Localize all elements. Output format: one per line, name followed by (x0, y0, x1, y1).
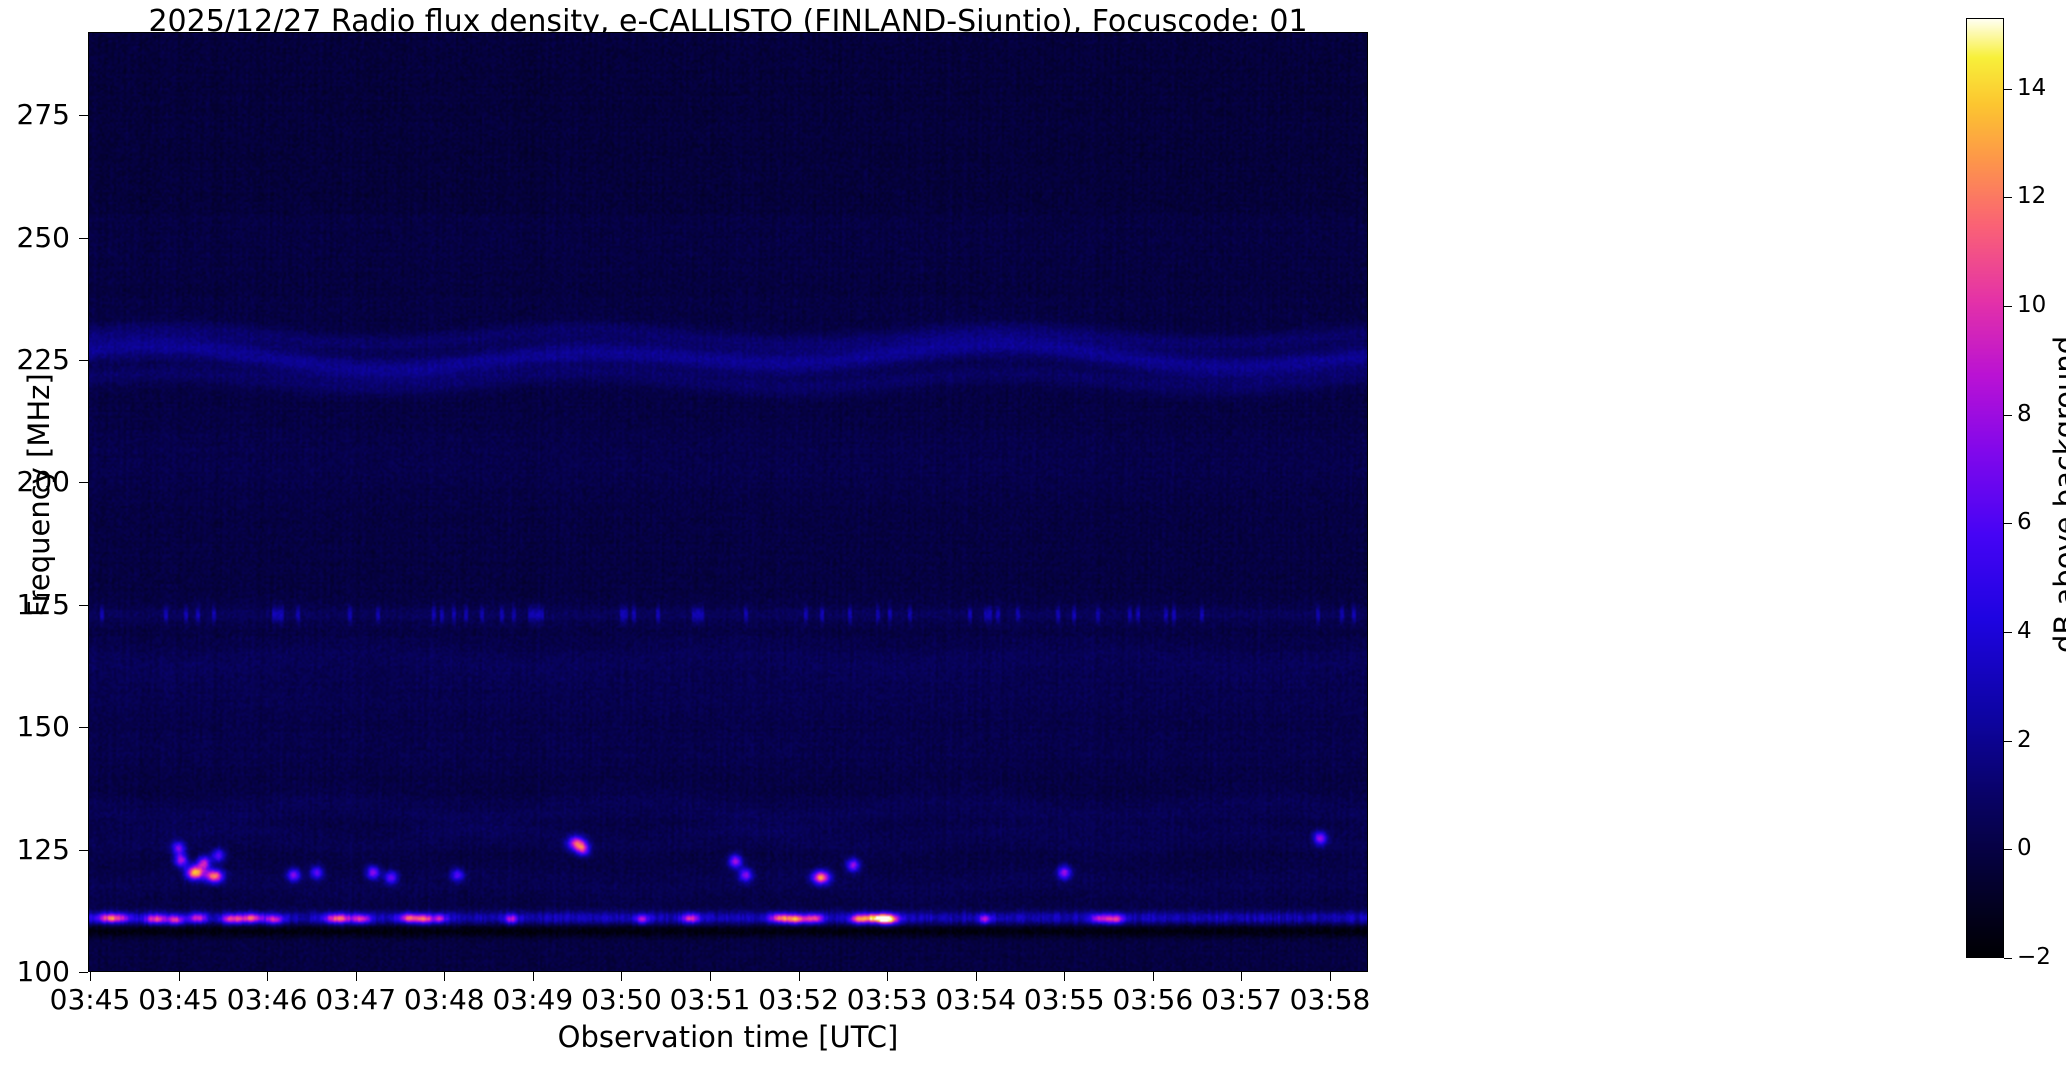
colorbar-label: dB above background (2048, 335, 2066, 653)
colorbar-tick-label: 0 (2017, 835, 2032, 862)
y-tick-mark (79, 972, 88, 973)
x-tick-label: 03:49 (492, 983, 574, 1016)
x-tick-mark (178, 972, 180, 981)
x-tick-mark (1064, 972, 1066, 981)
x-axis-label: Observation time [UTC] (557, 1020, 899, 1054)
colorbar-tick-mark (2004, 197, 2012, 199)
colorbar-tick-mark (2004, 958, 2012, 959)
x-tick-mark (444, 972, 446, 981)
x-tick-mark (1241, 972, 1243, 981)
x-tick-mark (532, 972, 534, 981)
x-tick-label: 03:53 (846, 983, 928, 1016)
y-tick-mark (79, 482, 88, 484)
colorbar-tick-mark (2004, 305, 2012, 307)
x-tick-label: 03:45 (138, 983, 219, 1016)
spectrogram-axes (88, 32, 1368, 972)
x-tick-mark (798, 972, 800, 981)
colorbar-tick-label: 8 (2017, 400, 2032, 427)
x-tick-label: 03:52 (758, 983, 839, 1016)
x-tick-label: 03:48 (403, 983, 485, 1016)
y-tick-label: 150 (16, 710, 70, 744)
y-tick-label: 275 (16, 98, 70, 132)
colorbar-tick-label: −2 (2017, 944, 2051, 970)
x-tick-label: 03:45 (49, 983, 131, 1016)
x-tick-label: 03:57 (1201, 983, 1282, 1016)
x-tick-label: 03:58 (1289, 983, 1371, 1016)
colorbar-tick-mark (2004, 631, 2012, 633)
y-tick-label: 100 (16, 955, 70, 988)
y-tick-label: 175 (16, 587, 70, 621)
x-tick-mark (621, 972, 623, 981)
colorbar-gradient (1967, 19, 2003, 957)
x-tick-mark (887, 972, 889, 981)
x-tick-label: 03:50 (581, 983, 662, 1016)
colorbar-tick-label: 14 (2017, 74, 2047, 101)
x-tick-mark (267, 972, 269, 981)
colorbar (1966, 18, 2004, 958)
y-tick-label: 125 (16, 832, 70, 866)
y-tick-label: 225 (16, 343, 70, 377)
y-tick-mark (79, 237, 88, 239)
colorbar-tick-label: 12 (2017, 183, 2047, 210)
x-tick-mark (355, 972, 357, 981)
x-tick-mark (90, 972, 91, 981)
colorbar-tick-label: 10 (2017, 291, 2047, 318)
x-tick-label: 03:55 (1023, 983, 1105, 1016)
y-tick-label: 250 (16, 220, 70, 254)
colorbar-tick-label: 6 (2017, 509, 2032, 536)
spectrogram-image (88, 32, 1368, 972)
y-tick-mark (79, 727, 88, 729)
x-tick-label: 03:46 (226, 983, 308, 1016)
y-tick-mark (79, 360, 88, 362)
colorbar-tick-mark (2004, 740, 2012, 742)
y-tick-mark (79, 849, 88, 851)
colorbar-tick-mark (2004, 88, 2012, 90)
y-tick-label: 200 (16, 465, 70, 499)
x-tick-label: 03:47 (315, 983, 397, 1016)
x-tick-mark (975, 972, 977, 981)
x-tick-mark (1152, 972, 1154, 981)
x-tick-label: 03:54 (935, 983, 1017, 1016)
x-tick-mark (1330, 972, 1331, 981)
y-axis-label: Frequency [MHz] (22, 373, 56, 617)
colorbar-tick-mark (2004, 414, 2012, 416)
colorbar-tick-label: 4 (2017, 617, 2032, 644)
x-tick-label: 03:56 (1112, 983, 1194, 1016)
colorbar-tick-mark (2004, 523, 2012, 525)
colorbar-tick-mark (2004, 849, 2012, 851)
y-tick-mark (79, 115, 88, 117)
x-tick-mark (710, 972, 711, 981)
x-tick-label: 03:51 (669, 983, 751, 1016)
colorbar-tick-label: 2 (2017, 726, 2032, 753)
y-tick-mark (79, 604, 88, 606)
